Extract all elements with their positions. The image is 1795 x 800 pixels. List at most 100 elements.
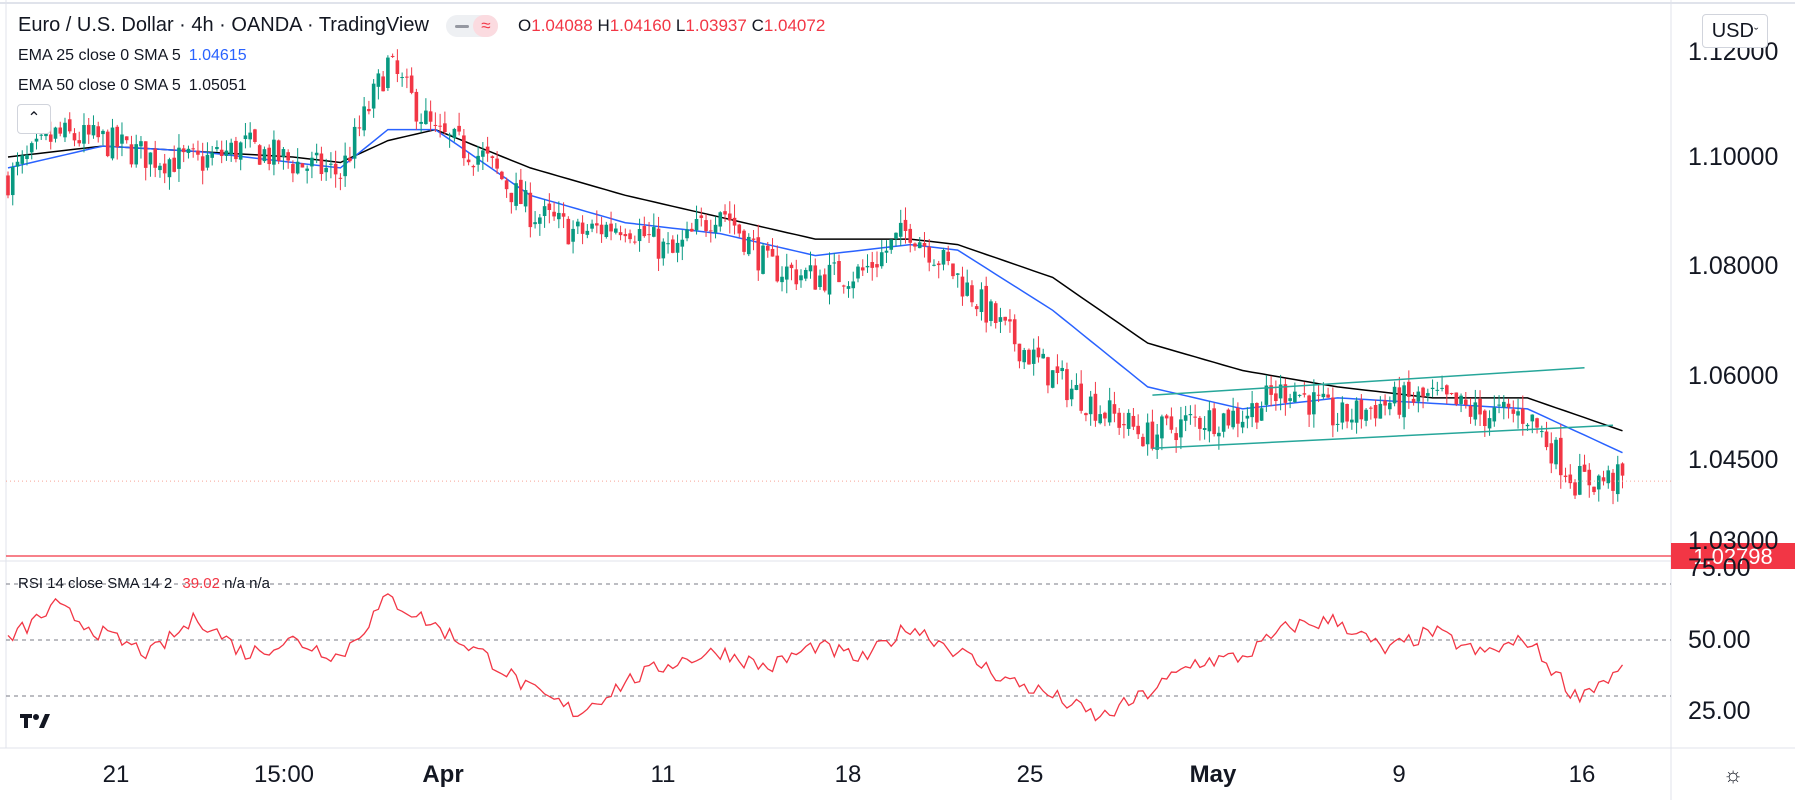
candle-body: [974, 306, 979, 310]
indicator-ema50[interactable]: EMA 50 close 0 SMA 5 1.05051: [18, 77, 247, 95]
price-tick-label: 1.08000: [1688, 252, 1778, 280]
collapse-legend-button[interactable]: ⌃: [17, 104, 51, 134]
rsi-tick-label: 25.00: [1688, 697, 1751, 725]
candle-body: [1008, 319, 1012, 322]
candle-body: [86, 124, 91, 135]
candle-body: [177, 147, 181, 169]
candle-body: [908, 228, 913, 243]
candle-body: [129, 144, 134, 165]
candle-body: [234, 140, 238, 160]
currency-selector[interactable]: USDˇ: [1702, 14, 1768, 48]
candle-body: [1288, 398, 1292, 401]
candle-body: [822, 274, 827, 291]
rsi-legend[interactable]: RSI 14 close SMA 14 2 39.02 n/a n/a: [18, 575, 270, 592]
open-label: O: [518, 16, 532, 35]
candle-body: [604, 224, 609, 237]
candle-body: [314, 152, 319, 156]
tradingview-logo-icon[interactable]: [20, 710, 54, 736]
candle-body: [1112, 404, 1117, 414]
candle-body: [813, 265, 818, 290]
candle-body: [808, 265, 813, 272]
candle-body: [1359, 399, 1364, 420]
candle-body: [1539, 431, 1544, 433]
candle-body: [205, 154, 210, 168]
candle-body: [1027, 349, 1031, 365]
wave-icon: ≈: [473, 14, 499, 37]
candle-body: [96, 126, 101, 138]
candle-body: [338, 177, 343, 179]
candle-body: [1549, 443, 1554, 464]
candle-body: [124, 136, 129, 141]
candle-body: [300, 163, 305, 168]
symbol-title[interactable]: Euro / U.S. Dollar · 4h · OANDA · Tradin…: [18, 14, 429, 36]
candle-body: [946, 251, 951, 261]
candle-body: [248, 132, 252, 140]
candle-body: [386, 57, 390, 88]
candle-body: [281, 149, 286, 158]
candle-body: [884, 250, 889, 253]
channel-lower-line: [1152, 424, 1614, 450]
candle-body: [889, 239, 894, 250]
candle-body: [1117, 412, 1121, 428]
candle-body: [870, 262, 875, 268]
candle-body: [571, 228, 575, 242]
candle-body: [67, 119, 72, 132]
candle-body: [1207, 410, 1212, 432]
candle-body: [1378, 403, 1383, 419]
candle-body: [732, 217, 737, 226]
candle-body: [737, 224, 742, 234]
candle-body: [395, 60, 400, 75]
candle-body: [1326, 394, 1330, 398]
candle-body: [1407, 381, 1411, 397]
candle-body: [1093, 393, 1098, 421]
candle-body: [1297, 394, 1302, 396]
candle-body: [1492, 407, 1497, 422]
candle-body: [1274, 393, 1278, 402]
price-tick-label: 1.06000: [1688, 362, 1778, 390]
candle-body: [25, 154, 29, 160]
candle-body: [799, 275, 803, 281]
candle-body: [286, 152, 290, 161]
candle-body: [898, 222, 903, 237]
candle-body: [984, 285, 989, 323]
candle-body: [647, 234, 651, 236]
candle-body: [1421, 387, 1425, 397]
candle-body: [1302, 393, 1307, 395]
rsi-label: RSI 14 close SMA 14 2: [18, 575, 173, 592]
indicator-ema25[interactable]: EMA 25 close 0 SMA 5 1.04615: [18, 47, 247, 65]
time-tick-label: 21: [103, 761, 130, 788]
candle-body: [1364, 409, 1368, 421]
candle-body: [352, 126, 357, 159]
settings-gear-icon[interactable]: ☼: [1723, 762, 1744, 787]
chevron-up-icon: ⌃: [27, 110, 41, 127]
candle-body: [832, 262, 837, 264]
candle-body: [1055, 366, 1060, 373]
candle-body: [756, 237, 761, 271]
candle-body: [955, 273, 960, 275]
candle-body: [172, 157, 176, 172]
candle-body: [519, 179, 523, 205]
candle-body: [405, 76, 409, 78]
visibility-toggle[interactable]: ≈: [446, 14, 499, 37]
candle-body: [1069, 388, 1074, 400]
candle-body: [1150, 421, 1155, 449]
candle-body: [91, 125, 96, 136]
time-tick-label: 11: [651, 761, 676, 788]
candle-body: [894, 232, 898, 239]
candle-body: [960, 276, 965, 297]
candle-body: [1506, 403, 1511, 408]
candle-body: [333, 163, 338, 175]
time-tick-label: May: [1190, 761, 1237, 788]
candle-body: [1388, 402, 1392, 410]
rsi-na-2: n/a: [249, 575, 271, 592]
candle-body: [1079, 383, 1083, 411]
candle-body: [1264, 385, 1269, 405]
candle-body: [680, 239, 685, 247]
candle-body: [1397, 387, 1402, 415]
channel-layer: [1152, 367, 1614, 450]
candle-body: [319, 153, 324, 175]
candle-body: [433, 124, 438, 126]
candle-body: [1402, 385, 1406, 418]
